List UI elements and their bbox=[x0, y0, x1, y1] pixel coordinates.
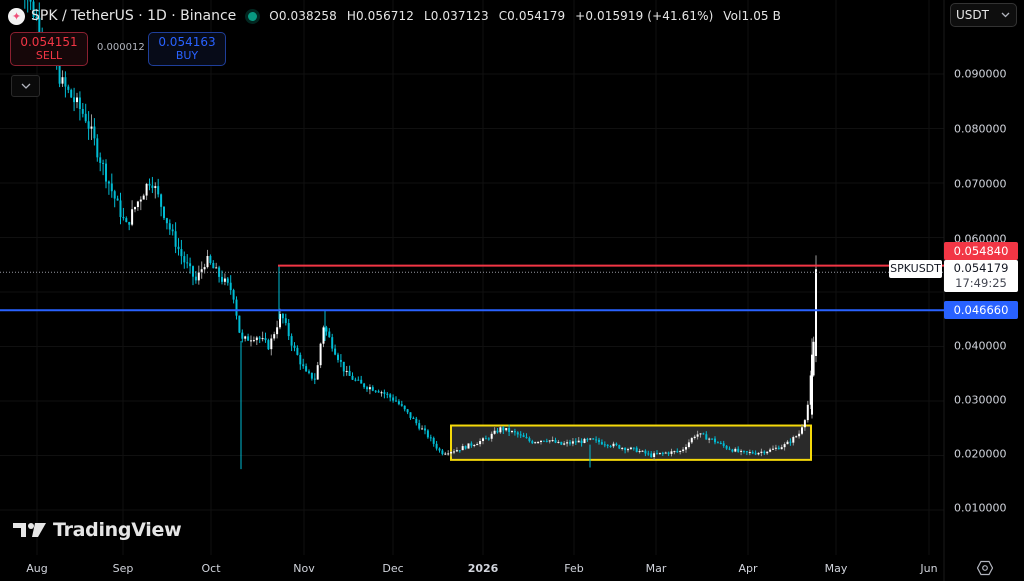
range-box[interactable] bbox=[450, 424, 812, 461]
time-tick: 2026 bbox=[467, 562, 499, 575]
last-price-value: 0.054179 bbox=[953, 261, 1009, 275]
candlestick-series bbox=[24, 0, 817, 470]
time-tick: Nov bbox=[293, 562, 315, 575]
market-status-icon bbox=[248, 11, 258, 21]
ohlc-high: H0.056712 bbox=[346, 9, 415, 23]
ohlc-close: C0.054179 bbox=[498, 9, 566, 23]
sell-price: 0.054151 bbox=[20, 35, 78, 49]
chevron-down-icon bbox=[21, 83, 30, 89]
chart-header: ✦ SPK / TetherUS · 1D · Binance O0.03825… bbox=[8, 5, 787, 27]
buy-button[interactable]: 0.054163 BUY bbox=[148, 32, 226, 66]
sparkle-icon: ✦ bbox=[8, 7, 25, 25]
time-tick: Oct bbox=[201, 562, 221, 575]
resistance-price-tag: 0.054840 bbox=[944, 242, 1018, 260]
price-tick: 0.090000 bbox=[954, 67, 1007, 81]
price-tick: 0.030000 bbox=[954, 393, 1007, 407]
currency-value: USDT bbox=[956, 8, 989, 22]
symbol-price-tag: SPKUSDT bbox=[889, 260, 942, 278]
sell-button[interactable]: 0.054151 SELL bbox=[10, 32, 88, 66]
symbol-title[interactable]: SPK / TetherUS · 1D · Binance bbox=[31, 8, 237, 24]
ohlc-open: O0.038258 bbox=[269, 9, 337, 23]
ohlc-change: +0.015919 (+41.61%) bbox=[575, 9, 714, 23]
grid-lines bbox=[0, 0, 945, 581]
settings-icon[interactable] bbox=[977, 560, 993, 576]
time-tick: Apr bbox=[738, 562, 758, 575]
ohlc-values: O0.038258 H0.056712 L0.037123 C0.054179 … bbox=[269, 9, 787, 23]
time-tick: Aug bbox=[26, 562, 48, 575]
bar-countdown: 17:49:25 bbox=[955, 276, 1007, 290]
tradingview-logo-icon bbox=[13, 523, 46, 537]
last-price-tag: 0.054179 17:49:25 bbox=[944, 260, 1018, 292]
price-tick: 0.010000 bbox=[954, 501, 1007, 515]
buy-price: 0.054163 bbox=[158, 35, 216, 49]
chevron-down-icon bbox=[1001, 12, 1010, 18]
logo-text: TradingView bbox=[53, 519, 182, 541]
buy-label: BUY bbox=[175, 49, 199, 62]
ohlc-volume: Vol1.05 B bbox=[723, 9, 781, 23]
currency-selector[interactable]: USDT bbox=[950, 3, 1017, 27]
support-price-tag: 0.046660 bbox=[944, 301, 1018, 319]
price-tick: 0.020000 bbox=[954, 447, 1007, 461]
time-tick: Jun bbox=[920, 562, 938, 575]
time-tick: Dec bbox=[382, 562, 404, 575]
time-tick: Feb bbox=[564, 562, 584, 575]
time-tick: Mar bbox=[645, 562, 667, 575]
price-tick: 0.070000 bbox=[954, 177, 1007, 191]
time-tick: May bbox=[824, 562, 848, 575]
ohlc-low: L0.037123 bbox=[423, 9, 489, 23]
price-tick: 0.040000 bbox=[954, 339, 1007, 353]
collapse-legend-button[interactable] bbox=[11, 75, 40, 97]
tradingview-logo[interactable]: TradingView bbox=[13, 519, 182, 541]
price-tick: 0.080000 bbox=[954, 122, 1007, 136]
time-tick: Sep bbox=[112, 562, 134, 575]
spread-value: 0.000012 bbox=[97, 42, 145, 53]
sell-label: SELL bbox=[35, 49, 63, 62]
